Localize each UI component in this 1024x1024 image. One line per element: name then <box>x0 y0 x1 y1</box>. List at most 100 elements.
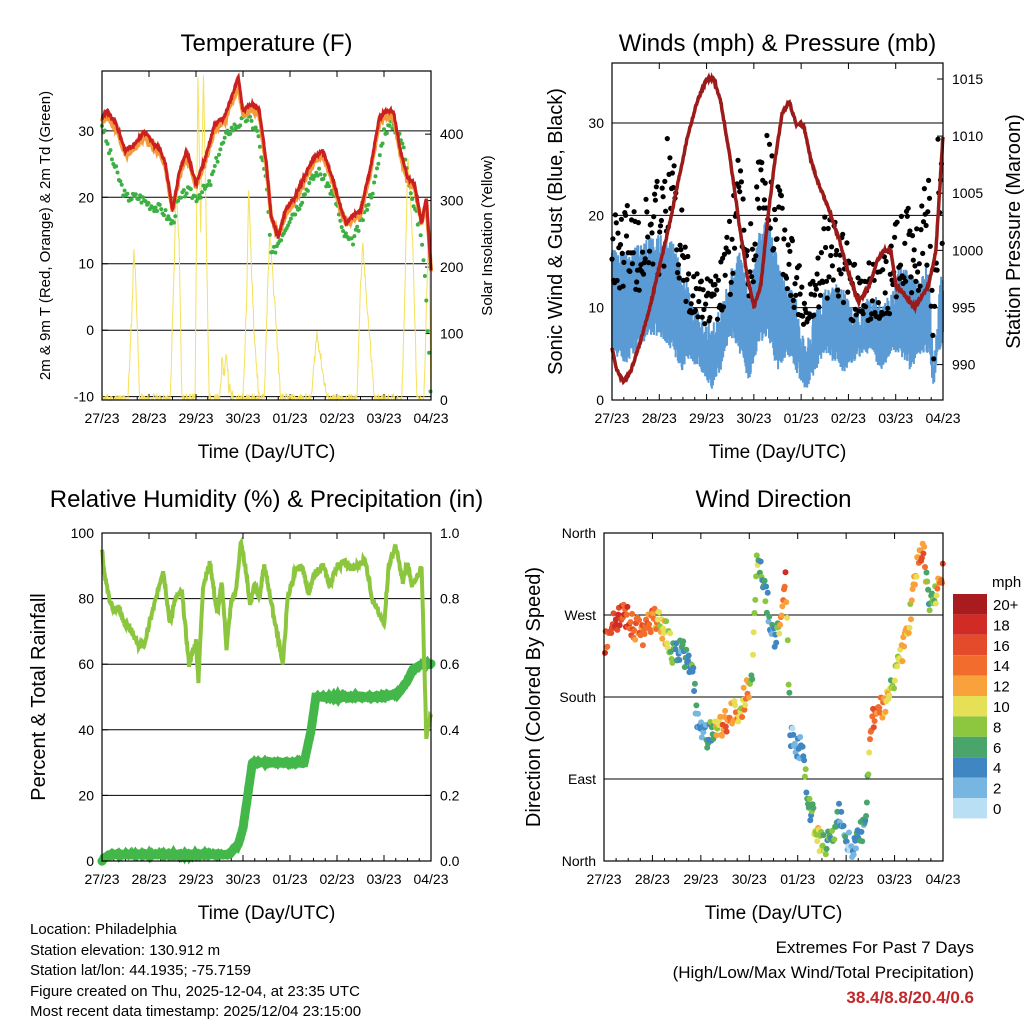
dewpoint-point <box>341 229 346 233</box>
dewpoint-point <box>338 218 343 223</box>
gust-point <box>835 287 841 293</box>
winds-y2tick-label: 1005 <box>952 185 983 201</box>
dewpoint-point <box>228 131 233 136</box>
direction-point <box>876 705 883 711</box>
gust-point <box>649 230 655 236</box>
direction-point <box>764 589 771 596</box>
speed-legend-label: 6 <box>993 740 1001 757</box>
gust-point <box>756 205 762 211</box>
dewpoint-point <box>208 183 213 187</box>
winds-chart: Winds (mph) & Pressure (mb) 0 10 20 30 990 995… <box>545 30 1024 463</box>
humidity-ytick-label: 40 <box>78 722 94 738</box>
gust-point <box>766 141 773 147</box>
direction-point <box>732 702 739 709</box>
gust-point <box>623 212 629 218</box>
direction-point <box>786 689 793 696</box>
gust-point <box>653 184 659 190</box>
gust-point <box>676 275 682 281</box>
gust-point <box>615 230 621 236</box>
gust-point <box>619 250 625 256</box>
gust-point <box>920 219 927 225</box>
direction-point <box>608 630 615 636</box>
gust-point <box>801 300 808 306</box>
temperature-y2tick-label: 300 <box>440 193 464 209</box>
direction-point <box>810 805 817 811</box>
gust-point <box>838 271 844 277</box>
gust-point <box>661 263 667 269</box>
gust-point <box>758 167 764 173</box>
direction-point <box>784 637 791 644</box>
direction-point <box>799 743 806 750</box>
direction-point <box>922 564 928 570</box>
temperature-xlabel: Time (Day/UTC) <box>198 442 336 463</box>
gust-point <box>825 225 831 232</box>
gust-point <box>923 222 929 229</box>
gust-point <box>650 261 656 267</box>
gust-point <box>730 270 736 276</box>
direction-point <box>750 629 757 636</box>
direction-point <box>891 685 897 692</box>
direction-point <box>627 619 634 626</box>
dewpoint-point <box>222 135 227 140</box>
dewpoint-point <box>200 190 205 195</box>
humidity-y2tick-label: 0.0 <box>440 853 460 869</box>
direction-point <box>781 583 788 590</box>
direction-point <box>777 621 784 628</box>
gust-point <box>646 248 653 254</box>
gust-point <box>811 312 817 318</box>
temperature-xtick-label: 28/23 <box>131 410 166 426</box>
winds-y2tick-label: 995 <box>952 299 976 315</box>
direction-point <box>783 599 790 606</box>
gust-point <box>828 252 834 259</box>
gust-point <box>885 305 891 311</box>
dewpoint-point <box>119 182 124 187</box>
gust-point <box>860 311 866 317</box>
direction-point <box>840 822 847 829</box>
gust-point <box>657 223 664 229</box>
dewpoint-point <box>221 140 226 145</box>
direction-point <box>602 649 608 656</box>
humidity-ytick-label: 60 <box>78 656 94 672</box>
gust-point <box>627 268 633 274</box>
direction-point <box>836 800 842 807</box>
direction-point <box>908 597 915 604</box>
gust-point <box>829 244 835 250</box>
dewpoint-point <box>107 151 111 156</box>
gust-point <box>915 287 922 293</box>
gust-point <box>771 246 777 252</box>
direction-point <box>604 643 611 650</box>
station-info: Location: Philadelphia Station elevation… <box>30 920 361 1023</box>
dewpoint-point <box>184 191 189 196</box>
humidity-ytick-label: 20 <box>78 787 94 803</box>
dewpoint-point <box>370 191 375 196</box>
dewpoint-point <box>288 216 293 221</box>
gust-point <box>893 294 899 300</box>
direction-xtick-label: 28/23 <box>635 871 670 887</box>
gust-point <box>777 187 783 194</box>
direction-point <box>680 638 687 645</box>
dewpoint-point <box>293 212 298 217</box>
direction-point <box>886 692 893 699</box>
direction-point <box>865 771 872 778</box>
humidity-ytick-label: 100 <box>71 525 95 541</box>
pressure-line <box>610 72 945 386</box>
gust-point <box>787 248 793 254</box>
dewpoint-point <box>401 145 406 150</box>
gust-point <box>720 255 726 261</box>
direction-point <box>641 631 648 637</box>
gust-point <box>675 262 682 268</box>
humidity-xtick-label: 29/23 <box>178 871 213 887</box>
dewpoint-point <box>305 188 310 193</box>
gust-point <box>678 247 684 253</box>
gust-point <box>754 196 761 202</box>
gust-point <box>698 278 705 284</box>
winds-ytick-label: 30 <box>588 115 604 131</box>
dewpoint-point <box>215 159 220 164</box>
gust-point <box>813 286 819 292</box>
gust-point <box>738 179 745 185</box>
gust-point <box>621 259 627 265</box>
gust-point <box>912 263 918 269</box>
gust-point <box>662 178 668 184</box>
gust-point <box>751 257 757 263</box>
